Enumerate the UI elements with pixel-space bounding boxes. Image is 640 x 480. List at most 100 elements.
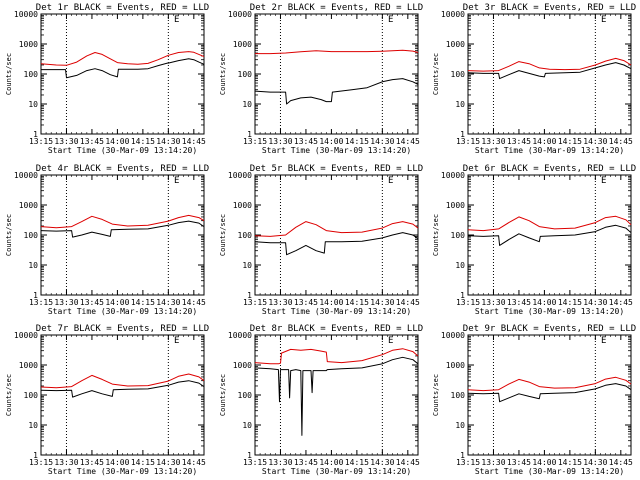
plot-frame bbox=[467, 334, 632, 456]
y-tick-label: 10 bbox=[28, 261, 38, 270]
chart-panel-1: Det 1r BLACK = Events, RED = LLD 1 10 100 10… bbox=[5, 3, 209, 155]
series-line-lld bbox=[254, 221, 419, 237]
x-tick-label: 14:30 bbox=[370, 458, 394, 467]
y-tick-label: 1000 bbox=[446, 201, 465, 210]
chart-title: Det 6r BLACK = Events, RED = LLD bbox=[463, 164, 636, 174]
y-tick-label: 1 bbox=[460, 451, 465, 460]
y-tick-label: 100 bbox=[451, 391, 466, 400]
x-tick-label: 14:00 bbox=[319, 298, 343, 307]
plot-frame bbox=[467, 13, 632, 135]
x-tick-label: 14:30 bbox=[156, 137, 180, 146]
y-axis-label: Counts/sec bbox=[432, 214, 440, 256]
x-axis-label: Start Time (30-Mar-09 13:14:20) bbox=[475, 307, 624, 316]
chart-panel-4: Det 4r BLACK = Events, RED = LLD 1 10 100 10… bbox=[5, 164, 209, 316]
x-tick-label: 13:30 bbox=[54, 458, 78, 467]
x-tick-label: 13:30 bbox=[54, 137, 78, 146]
x-tick-label: 14:15 bbox=[131, 298, 155, 307]
y-axis-label: Counts/sec bbox=[432, 374, 440, 416]
y-tick-label: 10 bbox=[242, 261, 252, 270]
y-tick-label: 1000 bbox=[19, 201, 38, 210]
y-tick-label: 1000 bbox=[233, 201, 252, 210]
y-tick-label: 100 bbox=[24, 391, 39, 400]
y-axis-label: Counts/sec bbox=[219, 374, 227, 416]
y-tick-label: 10000 bbox=[441, 171, 465, 180]
x-tick-label: 14:45 bbox=[182, 137, 206, 146]
chart-panel-9: Det 9r BLACK = Events, RED = LLD 1 10 100 10… bbox=[432, 324, 636, 476]
x-tick-label: 14:00 bbox=[105, 137, 129, 146]
y-axis-label: Counts/sec bbox=[219, 214, 227, 256]
series-line-lld bbox=[254, 348, 419, 365]
x-tick-label: 14:45 bbox=[609, 137, 633, 146]
chart-title: Det 9r BLACK = Events, RED = LLD bbox=[463, 324, 636, 334]
x-tick-label: 13:45 bbox=[507, 298, 531, 307]
y-tick-label: 10 bbox=[455, 261, 465, 270]
x-tick-label: 14:30 bbox=[583, 458, 607, 467]
x-tick-label: 14:00 bbox=[319, 137, 343, 146]
x-tick-label: 13:30 bbox=[481, 458, 505, 467]
x-tick-label: 13:30 bbox=[268, 137, 292, 146]
x-axis-label: Start Time (30-Mar-09 13:14:20) bbox=[48, 307, 197, 316]
plot-frame bbox=[467, 174, 632, 296]
x-tick-label: 13:15 bbox=[456, 298, 480, 307]
x-tick-label: 14:15 bbox=[558, 298, 582, 307]
x-axis-label: Start Time (30-Mar-09 13:14:20) bbox=[48, 146, 197, 155]
y-tick-label: 10 bbox=[455, 100, 465, 109]
corner-mark: E bbox=[388, 176, 393, 186]
corner-mark: E bbox=[174, 15, 179, 25]
x-tick-label: 14:30 bbox=[583, 298, 607, 307]
x-tick-label: 14:00 bbox=[319, 458, 343, 467]
x-tick-label: 14:15 bbox=[345, 137, 369, 146]
x-tick-label: 13:30 bbox=[268, 458, 292, 467]
x-tick-label: 13:45 bbox=[80, 298, 104, 307]
y-tick-label: 10000 bbox=[441, 10, 465, 19]
y-tick-label: 10000 bbox=[228, 10, 252, 19]
series-line-lld bbox=[40, 373, 205, 389]
chart-title: Det 1r BLACK = Events, RED = LLD bbox=[36, 3, 209, 13]
x-axis-label: Start Time (30-Mar-09 13:14:20) bbox=[262, 146, 411, 155]
x-tick-label: 13:30 bbox=[481, 137, 505, 146]
x-axis-label: Start Time (30-Mar-09 13:14:20) bbox=[48, 467, 197, 476]
y-tick-label: 100 bbox=[238, 231, 253, 240]
x-tick-label: 13:15 bbox=[243, 137, 267, 146]
x-tick-label: 14:45 bbox=[609, 298, 633, 307]
x-tick-label: 13:45 bbox=[294, 137, 318, 146]
x-tick-label: 14:30 bbox=[370, 298, 394, 307]
chart-title: Det 8r BLACK = Events, RED = LLD bbox=[250, 324, 423, 334]
y-tick-label: 1 bbox=[460, 130, 465, 139]
x-tick-label: 13:30 bbox=[481, 298, 505, 307]
x-tick-label: 13:15 bbox=[29, 137, 53, 146]
y-axis-label: Counts/sec bbox=[432, 53, 440, 95]
x-tick-label: 14:45 bbox=[609, 458, 633, 467]
y-tick-label: 1000 bbox=[446, 40, 465, 49]
x-tick-label: 14:30 bbox=[156, 458, 180, 467]
x-tick-label: 13:15 bbox=[456, 137, 480, 146]
chart-panel-8: Det 8r BLACK = Events, RED = LLD 1 10 100 10… bbox=[219, 324, 423, 476]
chart-panel-5: Det 5r BLACK = Events, RED = LLD 1 10 100 10… bbox=[219, 164, 423, 316]
chart-title: Det 5r BLACK = Events, RED = LLD bbox=[250, 164, 423, 174]
x-tick-label: 14:45 bbox=[396, 137, 420, 146]
y-tick-label: 10000 bbox=[228, 171, 252, 180]
x-tick-label: 14:30 bbox=[583, 137, 607, 146]
y-tick-label: 100 bbox=[238, 391, 253, 400]
y-tick-label: 10 bbox=[455, 421, 465, 430]
y-tick-label: 10000 bbox=[228, 331, 252, 340]
x-tick-label: 13:45 bbox=[80, 458, 104, 467]
series-line-events bbox=[40, 220, 205, 238]
x-tick-label: 14:15 bbox=[558, 458, 582, 467]
chart-panel-2: Det 2r BLACK = Events, RED = LLD 1 10 100 10… bbox=[219, 3, 423, 155]
series-line-events bbox=[254, 78, 419, 105]
x-tick-label: 14:00 bbox=[532, 137, 556, 146]
series-line-events bbox=[467, 62, 632, 80]
x-tick-label: 14:30 bbox=[156, 298, 180, 307]
series-line-events bbox=[254, 356, 419, 436]
series-line-lld bbox=[467, 215, 632, 232]
y-axis-label: Counts/sec bbox=[5, 374, 13, 416]
x-tick-label: 14:45 bbox=[396, 298, 420, 307]
x-tick-label: 13:45 bbox=[294, 458, 318, 467]
x-tick-label: 13:45 bbox=[80, 137, 104, 146]
x-axis-label: Start Time (30-Mar-09 13:14:20) bbox=[475, 467, 624, 476]
y-tick-label: 10000 bbox=[441, 331, 465, 340]
plot-frame bbox=[40, 13, 205, 135]
series-line-events bbox=[41, 58, 205, 79]
